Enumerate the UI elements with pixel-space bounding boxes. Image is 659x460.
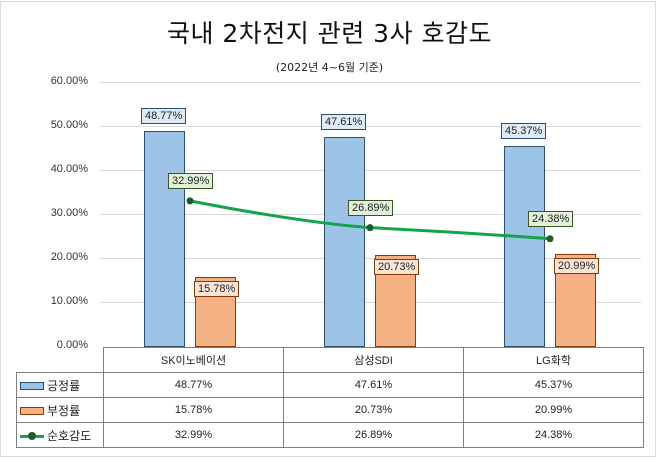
positive-bar bbox=[504, 146, 545, 347]
category-header: SK이노베이션 bbox=[103, 347, 284, 373]
category-header: LG화학 bbox=[463, 347, 644, 373]
legend-positive: 긍정률 bbox=[16, 372, 104, 398]
category-header: 삼성SDI bbox=[283, 347, 464, 373]
line-marker-swatch-icon bbox=[20, 431, 44, 441]
data-label: 20.99% bbox=[554, 257, 600, 274]
y-tick-label: 30.00% bbox=[50, 207, 88, 219]
data-label: 15.78% bbox=[194, 280, 240, 297]
table-header-row: SK이노베이션 삼성SDI LG화학 bbox=[16, 347, 644, 373]
table-cell: 47.61% bbox=[283, 372, 464, 398]
line-marker bbox=[546, 235, 554, 243]
table-cell: 20.73% bbox=[283, 397, 464, 423]
y-tick-label: 60.00% bbox=[50, 75, 88, 87]
table-cell: 20.99% bbox=[463, 397, 644, 423]
positive-bar bbox=[144, 131, 185, 347]
data-label: 26.89% bbox=[348, 199, 394, 216]
y-tick-label: 20.00% bbox=[50, 251, 88, 263]
table-row: 긍정률 48.77% 47.61% 45.37% bbox=[16, 372, 644, 398]
table-cell: 32.99% bbox=[103, 422, 284, 448]
gridline bbox=[100, 126, 641, 127]
data-label: 24.38% bbox=[528, 210, 574, 227]
gridline bbox=[100, 258, 641, 259]
table-cell: 24.38% bbox=[463, 422, 644, 448]
positive-swatch-icon bbox=[20, 382, 44, 390]
line-marker bbox=[186, 197, 194, 205]
table-cell: 15.78% bbox=[103, 397, 284, 423]
gridline bbox=[100, 170, 641, 171]
table-cell: 45.37% bbox=[463, 372, 644, 398]
gridline bbox=[100, 82, 641, 83]
data-label: 20.73% bbox=[374, 258, 420, 275]
y-tick-label: 40.00% bbox=[50, 163, 88, 175]
y-tick-label: 50.00% bbox=[50, 119, 88, 131]
table-cell: 26.89% bbox=[283, 422, 464, 448]
chart-subtitle: (2022년 4~6월 기준) bbox=[275, 61, 384, 74]
data-label: 45.37% bbox=[501, 123, 547, 140]
y-tick-label: 10.00% bbox=[50, 295, 88, 307]
data-label: 47.61% bbox=[321, 113, 367, 130]
data-table: SK이노베이션 삼성SDI LG화학 긍정률 48.77% 47.61% 45.… bbox=[16, 347, 644, 448]
gridline bbox=[100, 302, 641, 303]
negative-swatch-icon bbox=[20, 407, 44, 415]
legend-net: 순호감도 bbox=[16, 422, 104, 448]
table-cell: 48.77% bbox=[103, 372, 284, 398]
data-label: 48.77% bbox=[141, 108, 187, 125]
data-label: 32.99% bbox=[168, 172, 214, 189]
legend-negative: 부정률 bbox=[16, 397, 104, 423]
line-marker bbox=[366, 224, 374, 232]
positive-bar bbox=[324, 136, 365, 347]
chart-title: 국내 2차전지 관련 3사 호감도 bbox=[166, 19, 493, 48]
table-row: 부정률 15.78% 20.73% 20.99% bbox=[16, 397, 644, 423]
table-row: 순호감도 32.99% 26.89% 24.38% bbox=[16, 422, 644, 448]
